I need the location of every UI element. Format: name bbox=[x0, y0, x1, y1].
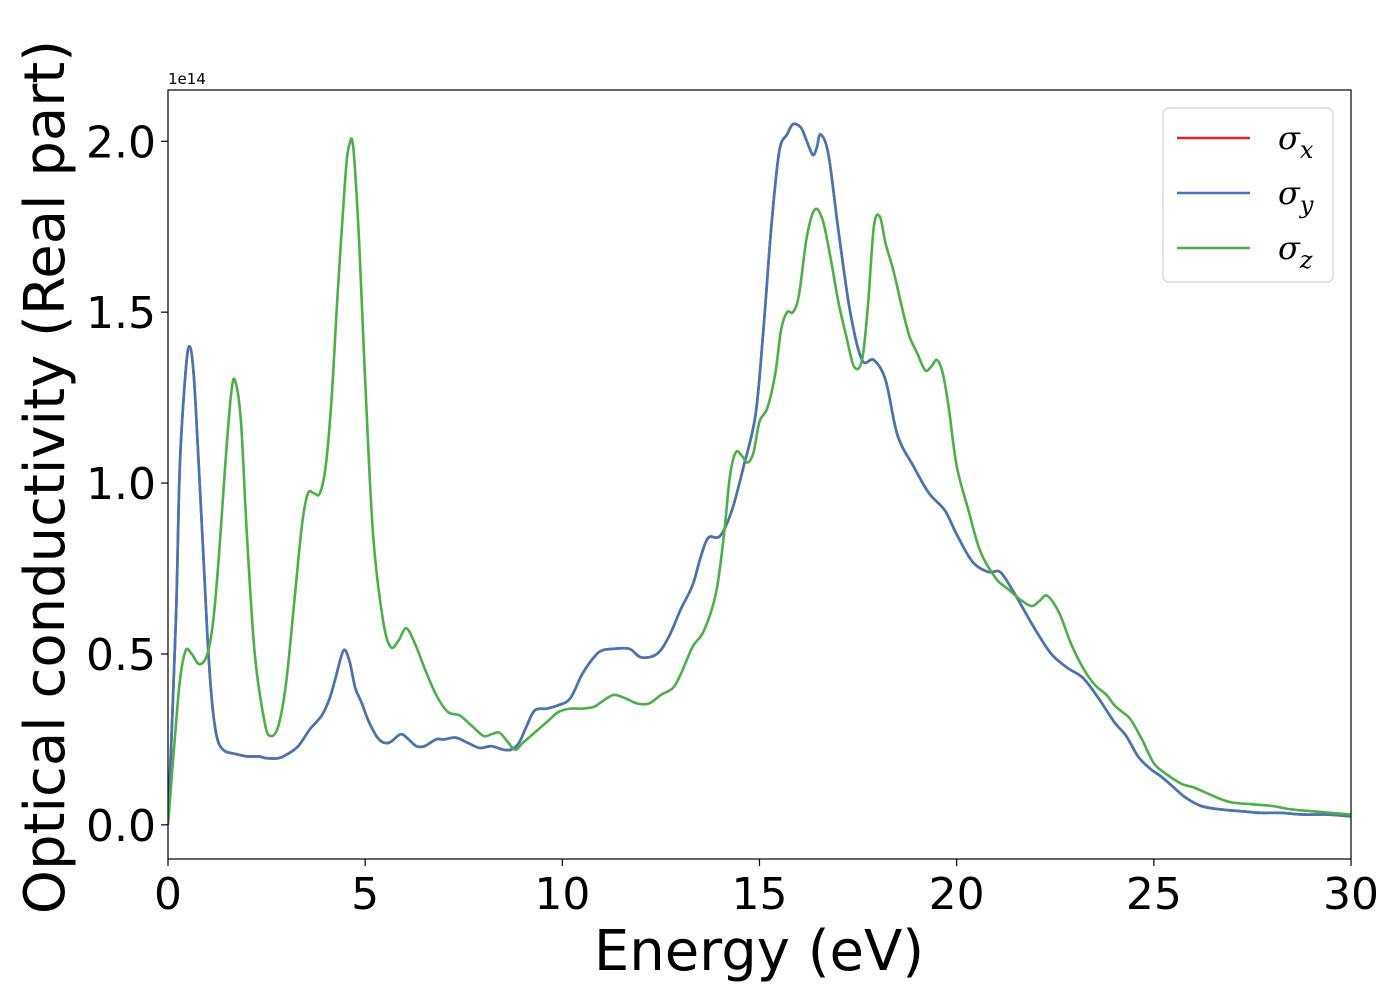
y-tick-label: 0.5 bbox=[86, 630, 156, 681]
legend-entries: σx σy σz bbox=[1177, 119, 1314, 274]
x-tick-label: 25 bbox=[1126, 869, 1182, 920]
series-line-y bbox=[168, 122, 1351, 825]
y-axis-ticks: 0.0 0.5 1.0 1.5 2.0 bbox=[86, 117, 168, 852]
legend-label-z: σz bbox=[1278, 229, 1313, 274]
y-tick-label: 2.0 bbox=[86, 117, 156, 168]
x-axis-label: Energy (eV) bbox=[594, 919, 924, 984]
x-tick-label: 15 bbox=[732, 869, 788, 920]
x-tick-label: 10 bbox=[534, 869, 590, 920]
legend-box bbox=[1162, 107, 1334, 283]
series-line-z bbox=[168, 137, 1351, 825]
y-tick-label: 1.5 bbox=[86, 288, 156, 339]
legend-label-y: σy bbox=[1278, 174, 1314, 219]
legend: σx σy σz bbox=[1162, 107, 1334, 283]
y-tick-label: 1.0 bbox=[86, 459, 156, 510]
y-offset-label: 1e14 bbox=[168, 70, 206, 88]
x-axis-ticks: 0 5 10 15 20 25 30 bbox=[154, 859, 1379, 920]
x-tick-label: 0 bbox=[154, 869, 182, 920]
series-layer bbox=[168, 122, 1351, 825]
x-tick-label: 5 bbox=[351, 869, 379, 920]
y-tick-label: 0.0 bbox=[86, 801, 156, 852]
x-tick-label: 30 bbox=[1323, 869, 1379, 920]
y-axis-label: Optical conductivity (Real part) bbox=[13, 40, 78, 914]
legend-label-x: σx bbox=[1278, 119, 1314, 164]
x-tick-label: 20 bbox=[929, 869, 985, 920]
